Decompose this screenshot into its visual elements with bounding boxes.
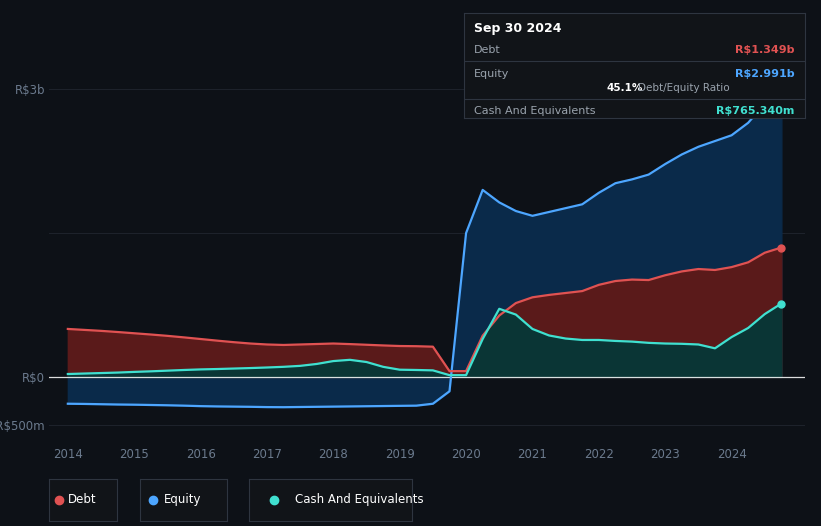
Text: Debt: Debt bbox=[68, 493, 97, 506]
Text: Equity: Equity bbox=[164, 493, 202, 506]
Text: Equity: Equity bbox=[474, 69, 510, 79]
Text: Cash And Equivalents: Cash And Equivalents bbox=[474, 106, 595, 116]
Text: Debt: Debt bbox=[474, 45, 501, 55]
Text: R$765.340m: R$765.340m bbox=[716, 106, 795, 116]
Text: Sep 30 2024: Sep 30 2024 bbox=[474, 23, 562, 35]
Text: R$2.991b: R$2.991b bbox=[735, 69, 795, 79]
Text: Cash And Equivalents: Cash And Equivalents bbox=[295, 493, 424, 506]
Text: R$1.349b: R$1.349b bbox=[735, 45, 795, 55]
Text: 45.1%: 45.1% bbox=[607, 83, 644, 93]
Text: Debt/Equity Ratio: Debt/Equity Ratio bbox=[638, 83, 729, 93]
